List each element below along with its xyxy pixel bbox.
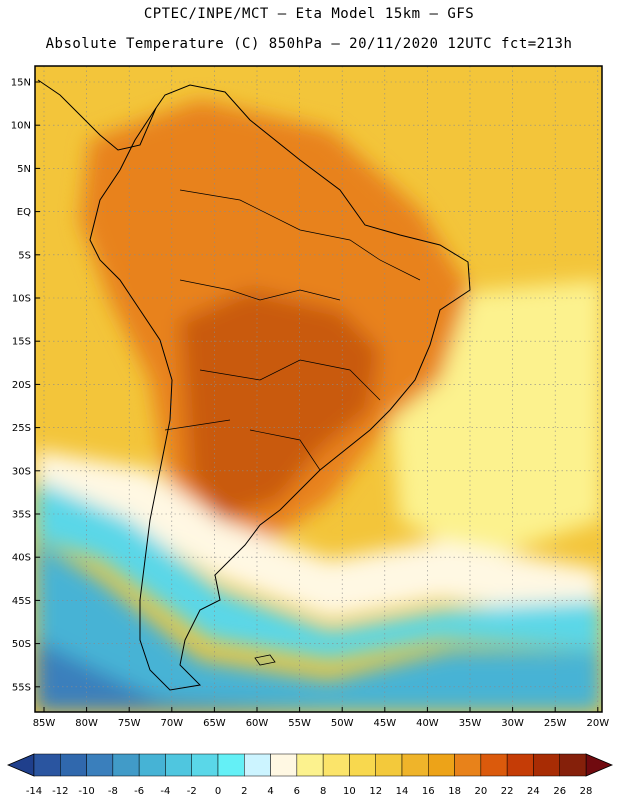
lon-label: 70W	[160, 718, 183, 729]
lat-label: 50S	[12, 639, 31, 650]
lon-label: 75W	[118, 718, 141, 729]
colorbar: -14 -12 -10 -8 -6 -4 -2 0 2 4 6 8 10 12 14 16 18 20 22 24 26…	[6, 753, 614, 797]
hottest-core-field	[180, 290, 380, 520]
lon-label: 65W	[203, 718, 226, 729]
colorbar-swatch	[401, 753, 429, 777]
colorbar-tick-label: -4	[160, 786, 170, 797]
colorbar-tick-label: -12	[52, 786, 68, 797]
colorbar-arrow-low	[6, 753, 35, 777]
lat-label: 30S	[12, 466, 31, 477]
colorbar-tick-label: 10	[343, 786, 356, 797]
lat-label: 5S	[18, 250, 31, 261]
plot-frame	[34, 65, 603, 713]
lon-label: 35W	[459, 718, 482, 729]
colorbar-tick-label: 22	[501, 786, 514, 797]
colorbar-swatch	[86, 753, 114, 777]
colorbar-swatch	[506, 753, 534, 777]
colorbar-tick-label: 2	[241, 786, 247, 797]
lat-label: 15N	[11, 78, 31, 89]
lat-label: 20S	[12, 380, 31, 391]
colorbar-swatch	[191, 753, 219, 777]
latitude-axis: 15N 10N 5N EQ 5S 10S 15S 20S 25S 30S 35S 40S 45S 50S 5…	[11, 78, 40, 693]
lon-label: 20W	[586, 718, 609, 729]
colorbar-tick-label: -10	[78, 786, 94, 797]
title-line-2: Absolute Temperature (C) 850hPa – 20/11/…	[45, 36, 573, 52]
lon-label: 50W	[331, 718, 354, 729]
colorbar-tick-label: -8	[108, 786, 118, 797]
colorbar-tick-label: 18	[448, 786, 461, 797]
temperature-field	[35, 66, 602, 712]
colorbar-tick-label: 0	[215, 786, 221, 797]
lat-label: 45S	[12, 596, 31, 607]
cyan-band	[35, 480, 602, 660]
title-line-1: CPTEC/INPE/MCT – Eta Model 15km – GFS	[143, 6, 475, 22]
colorbar-tick-label: 24	[527, 786, 540, 797]
colorbar-arrow-high	[585, 753, 614, 777]
colorbar-swatch	[454, 753, 482, 777]
colorbar-tick-label: 26	[553, 786, 566, 797]
cream-transition-band	[35, 450, 602, 620]
colorbar-tick-label: 4	[267, 786, 273, 797]
colorbar-swatch	[112, 753, 140, 777]
lon-label: 55W	[288, 718, 311, 729]
colorbar-tick-label: -2	[187, 786, 197, 797]
longitude-axis: 85W 80W 75W 70W 65W 60W 55W 50W 45W 40W 35W 30W 25W 2…	[33, 707, 609, 729]
lat-label: EQ	[17, 207, 31, 218]
colorbar-swatch	[165, 753, 192, 777]
lon-label: 25W	[544, 718, 567, 729]
lon-label: 40W	[416, 718, 439, 729]
lon-label: 80W	[75, 718, 98, 729]
lat-label: 40S	[12, 553, 31, 564]
lon-label: 85W	[33, 718, 56, 729]
colorbar-swatch	[33, 753, 61, 777]
colorbar-swatch	[533, 753, 560, 777]
lat-label: 25S	[12, 423, 31, 434]
colorbar-swatch	[270, 753, 298, 777]
lat-label: 15S	[12, 337, 31, 348]
colorbar-swatch	[322, 753, 350, 777]
colorbar-swatch	[296, 753, 324, 777]
colorbar-swatch	[559, 753, 587, 777]
colorbar-swatch	[244, 753, 271, 777]
lat-label: 5N	[17, 164, 31, 175]
lat-label: 55S	[12, 682, 31, 693]
lon-label: 30W	[501, 718, 524, 729]
colorbar-swatch	[349, 753, 376, 777]
central-america-coast	[37, 79, 157, 151]
colorbar-swatch	[480, 753, 508, 777]
blue-southwest-field	[35, 640, 330, 712]
colorbar-tick-label: -6	[134, 786, 144, 797]
colorbar-swatch	[375, 753, 403, 777]
aqua-south-field	[35, 540, 602, 712]
colorbar-swatch	[60, 753, 87, 777]
colorbar-tick-label: -14	[26, 786, 42, 797]
lon-label: 45W	[373, 718, 396, 729]
coastline	[89, 84, 471, 691]
lon-label: 60W	[246, 718, 269, 729]
falkland-islands	[254, 654, 276, 666]
colorbar-tick-label: 6	[294, 786, 300, 797]
colorbar-tick-label: 14	[396, 786, 409, 797]
colorbar-swatch	[428, 753, 455, 777]
country-borders	[164, 189, 421, 471]
colorbar-tick-label: 16	[422, 786, 435, 797]
lat-label: 10N	[11, 121, 31, 132]
colorbar-tick-label: 28	[580, 786, 593, 797]
colorbar-swatch	[217, 753, 245, 777]
lat-label: 35S	[12, 510, 31, 521]
colorbar-swatch	[138, 753, 166, 777]
lat-label: 10S	[12, 294, 31, 305]
colorbar-tick-label: 8	[320, 786, 326, 797]
colorbar-tick-label: 20	[474, 786, 487, 797]
colorbar-tick-label: 12	[369, 786, 382, 797]
